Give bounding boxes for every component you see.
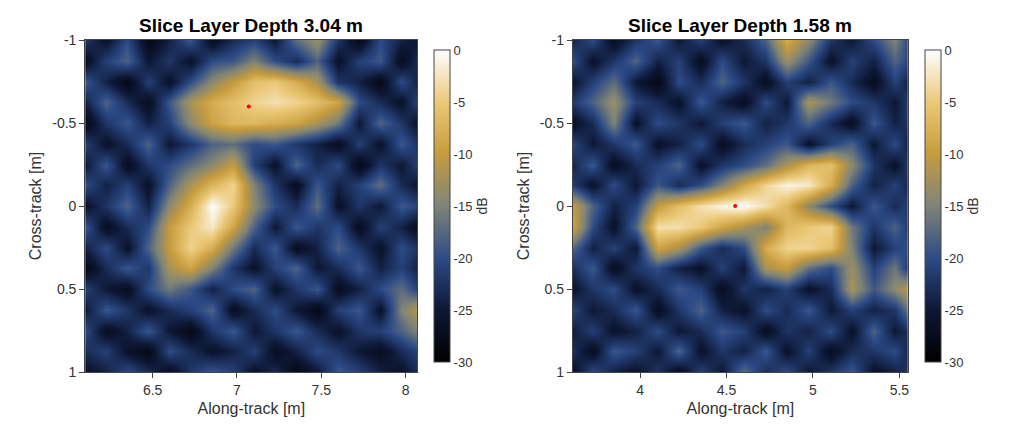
svg-text:-5: -5	[945, 95, 957, 110]
svg-text:7: 7	[233, 382, 241, 398]
svg-text:-1: -1	[551, 32, 564, 48]
svg-text:0.5: 0.5	[544, 281, 564, 297]
svg-text:-30: -30	[945, 355, 964, 370]
svg-text:-25: -25	[945, 303, 964, 318]
svg-text:-5: -5	[454, 95, 466, 110]
svg-text:Along-track [m]: Along-track [m]	[198, 400, 306, 417]
svg-text:Cross-track [m]: Cross-track [m]	[27, 152, 44, 260]
svg-text:Cross-track [m]: Cross-track [m]	[515, 152, 532, 260]
svg-text:4.5: 4.5	[717, 382, 737, 398]
svg-text:-1: -1	[64, 32, 77, 48]
svg-text:dB: dB	[965, 197, 981, 214]
svg-text:-0.5: -0.5	[52, 115, 76, 131]
svg-text:-20: -20	[945, 251, 964, 266]
svg-text:0: 0	[945, 43, 952, 58]
svg-text:Along-track [m]: Along-track [m]	[687, 400, 795, 417]
svg-text:0.5: 0.5	[57, 281, 77, 297]
svg-text:-20: -20	[454, 251, 473, 266]
svg-text:1: 1	[69, 364, 77, 380]
svg-text:1: 1	[556, 364, 564, 380]
svg-text:5.5: 5.5	[890, 382, 910, 398]
svg-text:-10: -10	[945, 147, 964, 162]
svg-text:0: 0	[69, 198, 77, 214]
svg-text:8: 8	[402, 382, 410, 398]
svg-text:-30: -30	[454, 355, 473, 370]
svg-text:4: 4	[636, 382, 644, 398]
svg-text:Slice Layer Depth 3.04 m: Slice Layer Depth 3.04 m	[139, 15, 363, 36]
svg-text:-15: -15	[945, 199, 964, 214]
svg-text:-25: -25	[454, 303, 473, 318]
svg-text:5: 5	[809, 382, 817, 398]
svg-text:-0.5: -0.5	[540, 115, 564, 131]
svg-text:-15: -15	[454, 199, 473, 214]
svg-text:Slice Layer Depth 1.58 m: Slice Layer Depth 1.58 m	[628, 15, 852, 36]
svg-text:0: 0	[454, 43, 461, 58]
svg-text:7.5: 7.5	[312, 382, 332, 398]
svg-text:-10: -10	[454, 147, 473, 162]
svg-text:6.5: 6.5	[143, 382, 163, 398]
svg-text:dB: dB	[474, 197, 490, 214]
svg-text:0: 0	[556, 198, 564, 214]
